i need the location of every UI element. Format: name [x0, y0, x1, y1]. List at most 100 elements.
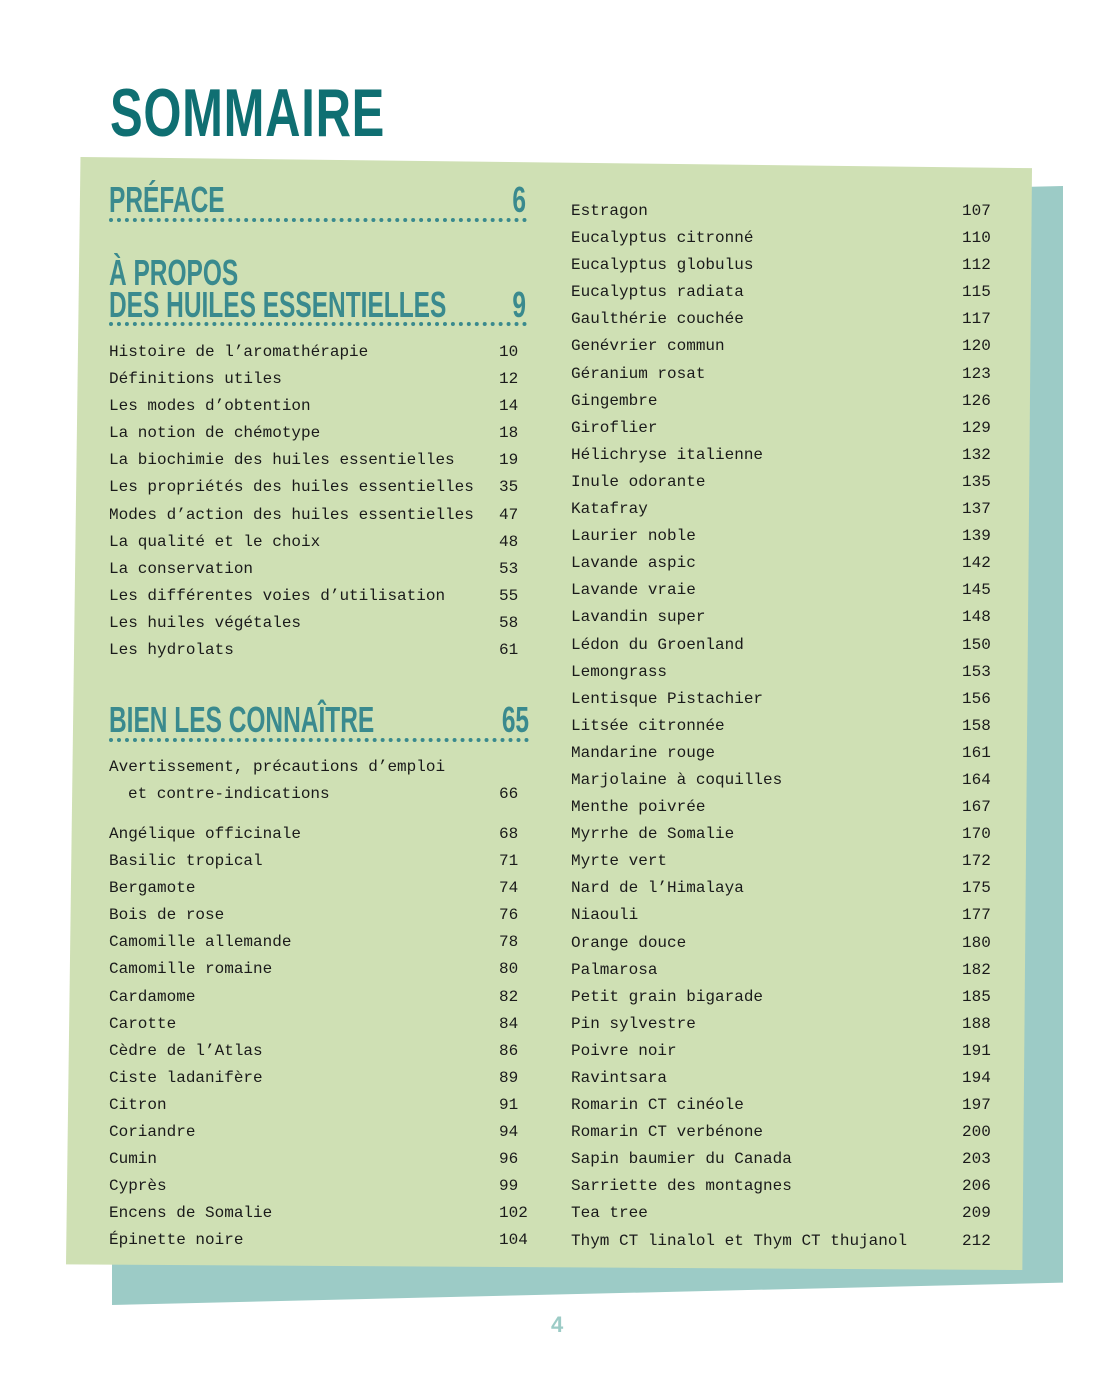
toc-entry[interactable]: Poivre noir 191	[571, 1038, 1001, 1065]
entry-label: Orange douce	[571, 933, 687, 952]
entry-label: Sapin baumier du Canada	[571, 1150, 792, 1169]
toc-entry[interactable]: Estragon 107	[571, 198, 1001, 225]
toc-entry[interactable]: Orange douce 180	[571, 930, 1001, 957]
entry-page: 191	[962, 1041, 991, 1060]
toc-entry[interactable]: Définitions utiles 12	[109, 366, 539, 393]
toc-entry[interactable]: Tea tree 209	[571, 1200, 1001, 1227]
entry-label: Les propriétés des huiles essentielles	[109, 478, 474, 497]
toc-entry[interactable]: La biochimie des huiles essentielles 19	[109, 447, 539, 474]
heading-preface[interactable]: PRÉFACE 6	[109, 179, 526, 220]
toc-entry[interactable]: Gaulthérie couchée 117	[571, 306, 1001, 333]
toc-entry[interactable]: Giroflier 129	[571, 415, 1001, 442]
toc-entry[interactable]: Lavande aspic 142	[571, 550, 1001, 577]
heading-label: PRÉFACE	[109, 179, 225, 220]
toc-entry[interactable]: Coriandre 94	[109, 1119, 539, 1146]
toc-entry[interactable]: Katafray 137	[571, 496, 1001, 523]
toc-entry[interactable]: Litsée citronnée 158	[571, 713, 1001, 740]
warning-entry[interactable]: Avertissement, précautions d’emploi et c…	[109, 754, 539, 808]
entry-page: 212	[962, 1231, 991, 1250]
toc-entry[interactable]: La qualité et le choix 48	[109, 529, 539, 556]
heading-apropos[interactable]: DES HUILES ESSENTIELLES 9	[109, 287, 526, 323]
toc-entry[interactable]: Angélique officinale 68	[109, 821, 539, 848]
toc-entry[interactable]: Les différentes voies d’utilisation 55	[109, 583, 539, 610]
toc-entry[interactable]: Myrte vert 172	[571, 848, 1001, 875]
toc-entry[interactable]: Histoire de l’aromathérapie 10	[109, 339, 539, 366]
entry-page: 89	[499, 1068, 519, 1087]
entry-page: 209	[962, 1204, 991, 1223]
toc-entry[interactable]: Thym CT linalol et Thym CT thujanol 212	[571, 1228, 1001, 1255]
toc-entry[interactable]: Les hydrolats 61	[109, 637, 539, 664]
toc-entry[interactable]: Lavandin super 148	[571, 604, 1001, 631]
toc-entry[interactable]: Laurier noble 139	[571, 523, 1001, 550]
toc-entry[interactable]: Gingembre 126	[571, 388, 1001, 415]
entry-label: Niaouli	[571, 906, 639, 925]
toc-entry[interactable]: Cardamome 82	[109, 984, 539, 1011]
toc-entry[interactable]: Sarriette des montagnes 206	[571, 1173, 1001, 1200]
toc-entry[interactable]: Marjolaine à coquilles 164	[571, 767, 1001, 794]
entry-label: Eucalyptus radiata	[571, 283, 744, 302]
entry-label: Nard de l’Himalaya	[571, 879, 744, 898]
toc-entry[interactable]: Bois de rose 76	[109, 902, 539, 929]
heading-label: BIEN LES CONNAÎTRE	[109, 699, 375, 740]
toc-entry[interactable]: Hélichryse italienne 132	[571, 442, 1001, 469]
toc-entry[interactable]: Camomille romaine 80	[109, 956, 539, 983]
toc-entry[interactable]: Menthe poivrée 167	[571, 794, 1001, 821]
page-title: SOMMAIRE	[110, 75, 386, 151]
toc-entry[interactable]: Sapin baumier du Canada 203	[571, 1146, 1001, 1173]
toc-entry[interactable]: Géranium rosat 123	[571, 361, 1001, 388]
toc-entry[interactable]: Ciste ladanifère 89	[109, 1065, 539, 1092]
entry-label: Ciste ladanifère	[109, 1068, 263, 1087]
plants-list-left: Angélique officinale 68 Basilic tropical 71…	[109, 821, 539, 1255]
plants-list-right: Estragon 107 Eucalyptus citronné 110 Eucalyp…	[571, 198, 1001, 1255]
heading-connaitre[interactable]: BIEN LES CONNAÎTRE 65	[109, 699, 529, 740]
toc-entry[interactable]: Eucalyptus globulus 112	[571, 252, 1001, 279]
toc-entry[interactable]: Eucalyptus citronné 110	[571, 225, 1001, 252]
toc-entry[interactable]: Genévrier commun 120	[571, 333, 1001, 360]
toc-entry[interactable]: Lédon du Groenland 150	[571, 632, 1001, 659]
toc-entry[interactable]: Pin sylvestre 188	[571, 1011, 1001, 1038]
entry-page: 53	[499, 559, 519, 578]
toc-entry[interactable]: Romarin CT cinéole 197	[571, 1092, 1001, 1119]
toc-entry[interactable]: Camomille allemande 78	[109, 929, 539, 956]
toc-entry[interactable]: Cumin 96	[109, 1146, 539, 1173]
toc-entry[interactable]: Bergamote 74	[109, 875, 539, 902]
entry-page: 197	[962, 1096, 991, 1115]
entry-page: 104	[499, 1231, 528, 1250]
toc-entry[interactable]: Encens de Somalie 102	[109, 1200, 539, 1227]
toc-entry[interactable]: Romarin CT verbénone 200	[571, 1119, 1001, 1146]
entry-page: 91	[499, 1095, 519, 1114]
toc-entry[interactable]: Les modes d’obtention 14	[109, 393, 539, 420]
toc-entry[interactable]: Cèdre de l’Atlas 86	[109, 1038, 539, 1065]
toc-entry[interactable]: Myrrhe de Somalie 170	[571, 821, 1001, 848]
toc-entry[interactable]: Lentisque Pistachier 156	[571, 686, 1001, 713]
toc-entry[interactable]: Épinette noire 104	[109, 1227, 539, 1254]
toc-entry[interactable]: Palmarosa 182	[571, 957, 1001, 984]
toc-entry[interactable]: Petit grain bigarade 185	[571, 984, 1001, 1011]
toc-entry[interactable]: Basilic tropical 71	[109, 848, 539, 875]
toc-entry[interactable]: Niaouli 177	[571, 902, 1001, 929]
toc-entry[interactable]: La conservation 53	[109, 556, 539, 583]
toc-entry[interactable]: Cyprès 99	[109, 1173, 539, 1200]
toc-entry[interactable]: Les huiles végétales 58	[109, 610, 539, 637]
entry-page: 86	[499, 1041, 519, 1060]
entry-label: Coriandre	[109, 1123, 196, 1142]
entry-label: Les modes d’obtention	[109, 397, 311, 416]
toc-entry[interactable]: Citron 91	[109, 1092, 539, 1119]
entry-label: Lavande vraie	[571, 581, 696, 600]
toc-entry[interactable]: La notion de chémotype 18	[109, 420, 539, 447]
toc-entry[interactable]: Ravintsara 194	[571, 1065, 1001, 1092]
toc-entry[interactable]: Inule odorante 135	[571, 469, 1001, 496]
toc-entry[interactable]: Mandarine rouge 161	[571, 740, 1001, 767]
entry-label: Eucalyptus citronné	[571, 229, 754, 248]
toc-entry[interactable]: Lemongrass 153	[571, 659, 1001, 686]
toc-entry[interactable]: Carotte 84	[109, 1011, 539, 1038]
toc-entry[interactable]: Nard de l’Himalaya 175	[571, 875, 1001, 902]
toc-entry[interactable]: Les propriétés des huiles essentielles 35	[109, 474, 539, 501]
entry-page: 167	[962, 798, 991, 817]
toc-entry[interactable]: Eucalyptus radiata 115	[571, 279, 1001, 306]
entry-label: Basilic tropical	[109, 852, 263, 871]
entry-page: 107	[962, 202, 991, 220]
entry-page: 194	[962, 1069, 991, 1087]
toc-entry[interactable]: Modes d’action des huiles essentielles 47	[109, 502, 539, 529]
toc-entry[interactable]: Lavande vraie 145	[571, 577, 1001, 604]
